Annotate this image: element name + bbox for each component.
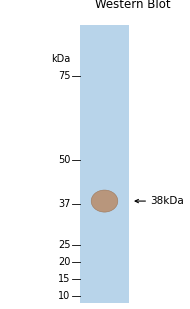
Ellipse shape [91,190,118,212]
Text: 38kDa: 38kDa [150,196,184,206]
Text: 25: 25 [58,240,70,250]
Text: 75: 75 [58,70,70,81]
Text: 50: 50 [58,155,70,165]
Text: 20: 20 [58,257,70,267]
Text: 10: 10 [58,291,70,301]
Text: kDa: kDa [51,53,70,64]
Text: 15: 15 [58,274,70,284]
Text: 37: 37 [58,200,70,210]
FancyBboxPatch shape [80,25,129,303]
Text: Western Blot: Western Blot [95,0,171,11]
